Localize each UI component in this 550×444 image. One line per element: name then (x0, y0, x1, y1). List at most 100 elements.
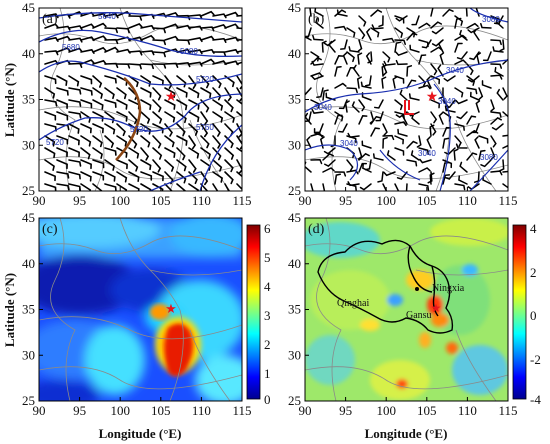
wind-barb (478, 87, 484, 100)
wind-barb (188, 159, 197, 173)
wind-barb (176, 87, 188, 98)
x-tick-label: 105 (417, 193, 437, 208)
trough-line-a (115, 77, 142, 161)
wind-barb (140, 135, 151, 148)
wind-barb (68, 123, 80, 134)
wind-barb (152, 147, 163, 160)
x-axis-label-right: Longitude (°E) (365, 426, 448, 441)
wind-barb (418, 84, 431, 90)
svg-text:4: 4 (530, 221, 537, 236)
wind-barb (494, 66, 504, 77)
wind-barb (68, 87, 82, 95)
svg-text:3040: 3040 (446, 66, 464, 75)
wind-barb (116, 123, 126, 137)
wind-barb (116, 63, 131, 69)
wind-barb (236, 14, 242, 17)
wind-barb (311, 60, 324, 66)
wind-barb (406, 79, 417, 89)
wind-barb (430, 8, 434, 17)
y-tick-label: 25 (288, 183, 301, 198)
wind-barb (212, 23, 227, 29)
wind-barb (140, 87, 152, 98)
svg-text:6: 6 (264, 221, 271, 236)
wind-barb (454, 87, 464, 98)
wind-barb (188, 99, 200, 110)
wind-barb (236, 135, 242, 150)
wind-barb (456, 51, 468, 60)
wind-barb (370, 127, 380, 137)
wind-barb (140, 183, 152, 191)
svg-text:-2: -2 (530, 352, 541, 367)
wind-barb (348, 46, 360, 53)
wind-barb (176, 171, 187, 184)
wind-barb (418, 54, 427, 65)
x-tick-label: 90 (299, 193, 312, 208)
wind-barb (322, 153, 334, 161)
x-tick-label: 115 (498, 403, 517, 418)
wind-barb (104, 135, 115, 148)
wind-barb (490, 135, 497, 148)
wind-barb (104, 27, 118, 34)
wind-barb (346, 169, 359, 175)
wind-barb (140, 171, 153, 181)
wind-barb (236, 99, 242, 105)
wind-barb (473, 171, 480, 183)
x-axis-label-left: Longitude (°E) (99, 426, 182, 441)
wind-barb (56, 171, 70, 179)
wind-barb (310, 51, 320, 62)
wind-barb (80, 99, 93, 109)
wind-barb (357, 39, 363, 52)
wind-barb (490, 170, 503, 176)
wind-barb (44, 87, 56, 99)
wind-barb (44, 171, 56, 182)
wind-barb (224, 183, 230, 191)
wind-barb (444, 105, 456, 113)
map-boundaries-c (39, 218, 242, 401)
wind-barb (406, 27, 416, 38)
wind-barb (92, 22, 107, 29)
wind-barb (469, 91, 480, 101)
wind-barb (92, 46, 107, 53)
wind-barb (394, 183, 400, 191)
y-tick-label: 45 (22, 0, 35, 15)
wind-barb (56, 87, 69, 96)
wind-barb (466, 87, 478, 95)
wind-barb (140, 63, 155, 70)
wind-barb (312, 34, 324, 41)
wind-barb (68, 75, 80, 87)
wind-barb (474, 136, 480, 149)
wind-barb (322, 89, 329, 101)
wind-barb (212, 183, 219, 191)
wind-barb (212, 99, 224, 111)
wind-barb (466, 129, 479, 137)
wind-barb (236, 50, 242, 53)
wind-barb (328, 40, 336, 53)
wind-barb (176, 111, 187, 124)
location-marker-a: ★ (165, 90, 178, 105)
wind-barb (164, 159, 175, 172)
wind-barb (346, 159, 354, 172)
contour-labels-a: 5640 5680 5680 5720 5720 5760 5720 (46, 12, 214, 147)
wind-barb (496, 88, 504, 101)
wind-barb (442, 174, 451, 185)
wind-barb (382, 123, 388, 136)
x-tick-label: 90 (33, 403, 46, 418)
x-tick-label: 110 (458, 403, 477, 418)
wind-barb (394, 27, 404, 38)
x-tick-label: 115 (232, 193, 251, 208)
wind-barb (459, 161, 468, 173)
wind-barb (324, 159, 336, 167)
wind-barb (382, 183, 388, 191)
wind-barb (176, 62, 191, 68)
wind-barb (116, 27, 130, 34)
wind-barb (68, 171, 81, 180)
wind-barb (236, 159, 242, 174)
wind-barb (314, 123, 324, 134)
height-contours-a (39, 12, 242, 191)
svg-text:4: 4 (264, 279, 271, 294)
wind-barb (104, 46, 119, 53)
wind-barb (212, 111, 224, 123)
wind-barb (442, 8, 454, 17)
wind-barb (346, 66, 356, 77)
wind-barb (140, 99, 152, 111)
